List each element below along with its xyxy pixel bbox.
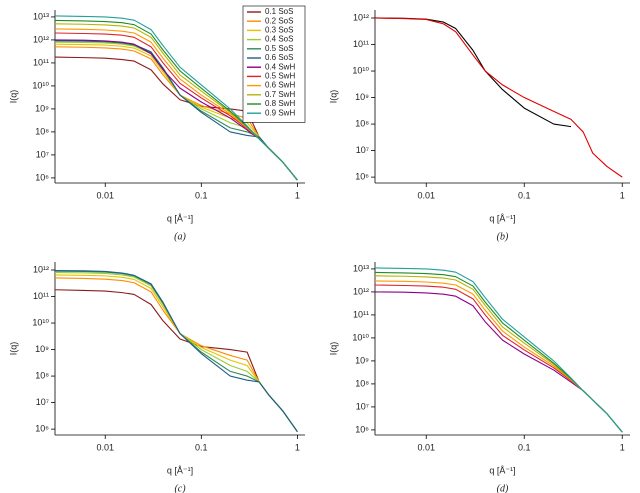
- y-tick-label: 10⁸: [355, 118, 369, 128]
- x-axis-label: q [Å⁻¹]: [167, 465, 193, 475]
- y-tick-label: 10⁷: [36, 149, 49, 159]
- y-tick-label: 10⁹: [35, 344, 49, 354]
- x-axis-label: q [Å⁻¹]: [167, 213, 193, 223]
- caption: (d): [497, 483, 509, 493]
- series-line: [54, 274, 298, 433]
- y-tick-label: 10¹²: [33, 264, 49, 274]
- y-axis-label: I(q): [8, 342, 18, 356]
- y-axis-label: I(q): [328, 90, 338, 104]
- panel: 0.01 0.1 1 10⁶ 10⁷ 10⁸ 10⁹ 10¹⁰ 10¹¹ 10¹² 10¹³ q [Å…: [328, 262, 630, 493]
- series-line: [374, 17, 572, 128]
- caption: (a): [174, 231, 186, 242]
- panel: 0.01 0.1 1 10⁶ 10⁷ 10⁸ 10⁹ 10¹⁰ 10¹¹ 10¹² q [Å⁻¹] I…: [8, 262, 305, 493]
- y-tick-label: 10¹¹: [33, 291, 49, 301]
- y-tick-label: 10¹²: [353, 12, 369, 22]
- x-axis-label: q [Å⁻¹]: [489, 465, 515, 475]
- x-tick-label: 1: [620, 442, 625, 452]
- panel: 0.01 0.1 1 10⁶ 10⁷ 10⁸ 10⁹ 10¹⁰ 10¹¹ 10¹² q [Å⁻¹] I…: [328, 10, 630, 242]
- y-tick-label: 10¹³: [353, 263, 369, 273]
- y-tick-label: 10⁶: [35, 172, 49, 182]
- legend-label: 0.6 SwH: [265, 81, 295, 90]
- series-line: [54, 277, 298, 433]
- x-tick-label: 0.1: [195, 190, 208, 200]
- x-tick-label: 0.01: [96, 190, 114, 200]
- y-tick-label: 10⁷: [356, 401, 369, 411]
- y-axis-label: I(q): [8, 90, 18, 104]
- x-tick-label: 0.01: [96, 442, 114, 452]
- x-tick-label: 0.1: [195, 442, 208, 452]
- series-line: [374, 17, 623, 178]
- caption: (c): [174, 483, 186, 493]
- series-line: [374, 275, 623, 433]
- series-line: [54, 270, 298, 433]
- legend-label: 0.2 SoS: [265, 16, 293, 25]
- legend-label: 0.7 SwH: [265, 90, 295, 99]
- y-tick-label: 10¹⁰: [352, 332, 369, 342]
- y-tick-label: 10¹⁰: [32, 80, 49, 90]
- y-tick-label: 10¹²: [33, 34, 49, 44]
- legend-label: 0.9 SwH: [265, 108, 295, 117]
- y-tick-label: 10⁸: [355, 378, 369, 388]
- legend-label: 0.8 SwH: [265, 99, 295, 108]
- y-tick-label: 10¹¹: [353, 309, 369, 319]
- y-tick-label: 10¹¹: [353, 39, 369, 49]
- x-tick-label: 0.01: [417, 442, 435, 452]
- legend-label: 0.5 SwH: [265, 72, 295, 81]
- y-tick-label: 10⁸: [35, 126, 49, 136]
- caption: (b): [497, 231, 509, 242]
- y-tick-label: 10⁷: [356, 145, 369, 155]
- legend-label: 0.4 SwH: [265, 62, 295, 71]
- series-line: [374, 271, 623, 433]
- x-tick-label: 1: [295, 442, 300, 452]
- y-axis-label: I(q): [328, 342, 338, 356]
- legend-box: [242, 5, 306, 123]
- series-line: [374, 291, 623, 433]
- x-tick-label: 1: [295, 190, 300, 200]
- x-axis-label: q [Å⁻¹]: [489, 213, 515, 223]
- legend-label: 0.3 SoS: [265, 26, 293, 35]
- series-line: [54, 270, 298, 433]
- y-tick-label: 10¹⁰: [32, 317, 49, 327]
- x-tick-label: 0.01: [417, 190, 435, 200]
- series-line: [54, 289, 298, 433]
- y-tick-label: 10¹¹: [33, 57, 49, 67]
- legend-label: 0.4 SoS: [265, 35, 293, 44]
- y-tick-label: 10¹⁰: [352, 65, 369, 75]
- y-tick-label: 10⁷: [36, 397, 49, 407]
- x-tick-label: 0.1: [518, 442, 531, 452]
- x-tick-label: 0.1: [518, 190, 531, 200]
- series-line: [54, 15, 298, 181]
- x-tick-label: 1: [620, 190, 625, 200]
- y-tick-label: 10⁹: [355, 92, 369, 102]
- y-tick-label: 10⁶: [355, 171, 369, 181]
- series-line: [54, 272, 298, 433]
- y-tick-label: 10⁶: [355, 424, 369, 434]
- y-tick-label: 10⁶: [35, 423, 49, 433]
- series-line: [374, 267, 623, 433]
- y-tick-label: 10⁸: [35, 370, 49, 380]
- panel: 0.01 0.1 1 10⁶ 10⁷ 10⁸ 10⁹ 10¹⁰ 10¹¹ 10¹² 10¹³ q [Å…: [8, 5, 306, 242]
- y-tick-label: 10¹³: [33, 11, 49, 21]
- series-line: [374, 284, 623, 433]
- legend-label: 0.5 SoS: [265, 44, 293, 53]
- legend-label: 0.6 SoS: [265, 53, 293, 62]
- y-tick-label: 10¹²: [353, 286, 369, 296]
- series-line: [374, 280, 623, 433]
- y-tick-label: 10⁹: [355, 355, 369, 365]
- y-tick-label: 10⁹: [35, 103, 49, 113]
- legend-label: 0.1 SoS: [265, 7, 293, 16]
